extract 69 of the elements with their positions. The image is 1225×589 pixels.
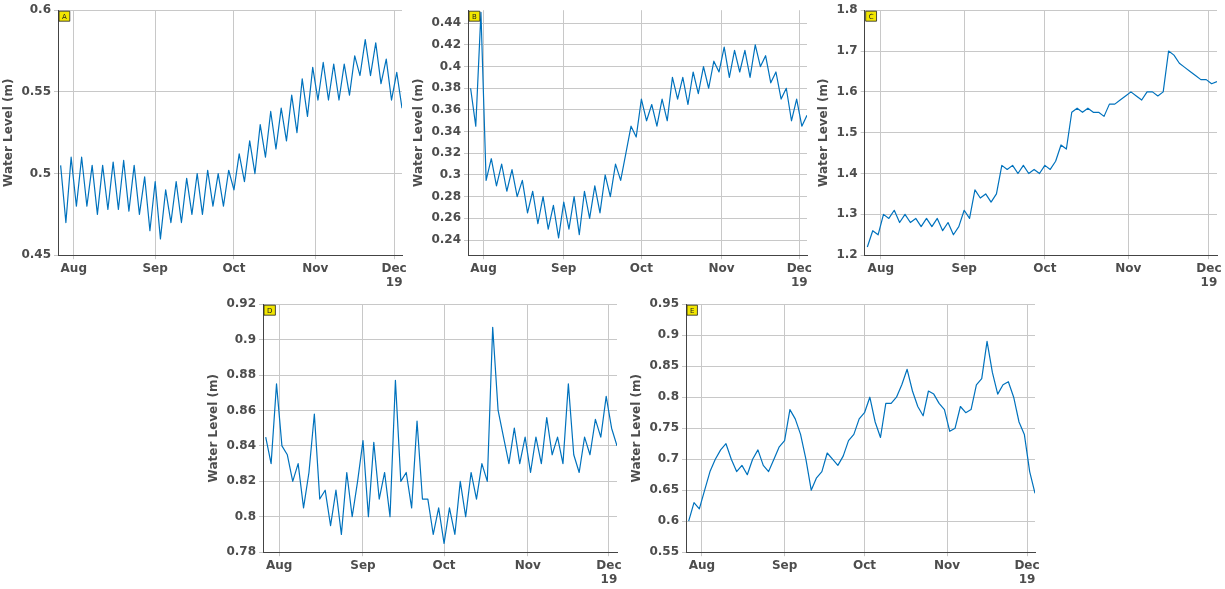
x-tick-label: Oct [432,557,456,572]
x-tick-label: Sep [142,260,169,275]
y-tick-label: 0.85 [649,358,680,373]
y-tick-label: 0.92 [226,296,257,311]
y-tick-label: 0.95 [649,296,680,311]
y-tick-label: 0.8 [657,389,680,404]
y-tick-label: 0.6 [657,513,680,528]
x-tick-label: Dec 19 [1014,557,1040,586]
y-tick-label: 0.3 [439,167,462,182]
y-tick-label: 0.55 [21,83,52,98]
x-tick-label: Sep [350,557,377,572]
x-tick-label: Aug [60,260,87,275]
y-tick-label: 0.6 [29,2,52,17]
x-tick-label: Oct [222,260,246,275]
x-tick-label: Nov [934,557,961,572]
x-tick-label: Oct [852,557,877,572]
y-tick-label: 0.38 [431,80,462,95]
y-tick-label: 1.5 [836,124,858,139]
x-tick-label: Dec 19 [786,260,812,289]
y-tick-label: 0.5 [29,165,52,180]
x-tick-label: Aug [266,557,293,572]
x-tick-label: Sep [951,260,978,275]
x-tick-label: Dec 19 [596,557,622,586]
y-tick-label: 0.42 [431,37,462,52]
x-tick-label: Aug [688,557,716,572]
y-tick-label: 0.84 [226,438,257,453]
y-tick-label: 0.44 [431,15,462,30]
y-tick-label: 0.88 [226,367,257,382]
x-tick-label: Nov [302,260,329,275]
y-tick-label: 0.9 [234,331,257,346]
x-tick-label: Nov [708,260,735,275]
y-tick-label: 0.26 [431,210,462,225]
x-tick-label: Nov [1115,260,1142,275]
y-tick-label: 0.75 [649,420,680,435]
x-tick-label: Aug [470,260,497,275]
y-tick-label: 1.4 [836,165,858,180]
y-tick-label: 0.8 [234,508,257,523]
y-tick-label: 1.7 [836,43,858,58]
x-tick-label: Sep [771,557,798,572]
y-tick-label: 0.86 [226,402,257,417]
y-axis-title: Water Level (m) [411,78,426,187]
y-tick-label: 0.78 [226,544,257,559]
y-tick-label: 0.24 [431,232,462,247]
y-tick-label: 1.2 [836,247,858,262]
y-tick-label: 0.7 [657,451,680,466]
x-tick-label: Dec 19 [381,260,407,289]
y-tick-label: 0.45 [21,247,52,262]
y-tick-label: 0.4 [439,58,462,73]
x-tick-label: Aug [867,260,895,275]
x-tick-label: Sep [551,260,577,275]
x-tick-label: Oct [1033,260,1057,275]
y-tick-label: 1.8 [836,2,858,17]
y-tick-label: 1.3 [836,206,858,221]
y-tick-label: 0.55 [649,544,680,559]
y-axis-title: Water Level (m) [816,78,831,187]
y-axis-title: Water Level (m) [1,78,16,187]
y-tick-label: 0.9 [657,327,680,342]
y-tick-label: 0.36 [431,102,462,117]
y-tick-label: 0.32 [431,145,462,160]
y-tick-label: 0.34 [431,123,462,138]
y-axis-title: Water Level (m) [206,374,221,483]
y-tick-label: 0.65 [649,482,680,497]
x-tick-label: Dec 19 [1196,260,1222,289]
x-tick-label: Nov [514,557,542,572]
y-tick-label: 1.6 [836,83,858,98]
y-tick-label: 0.28 [431,188,462,203]
x-tick-label: Oct [629,260,654,275]
y-tick-label: 0.82 [226,473,257,488]
y-axis-title: Water Level (m) [629,374,644,483]
